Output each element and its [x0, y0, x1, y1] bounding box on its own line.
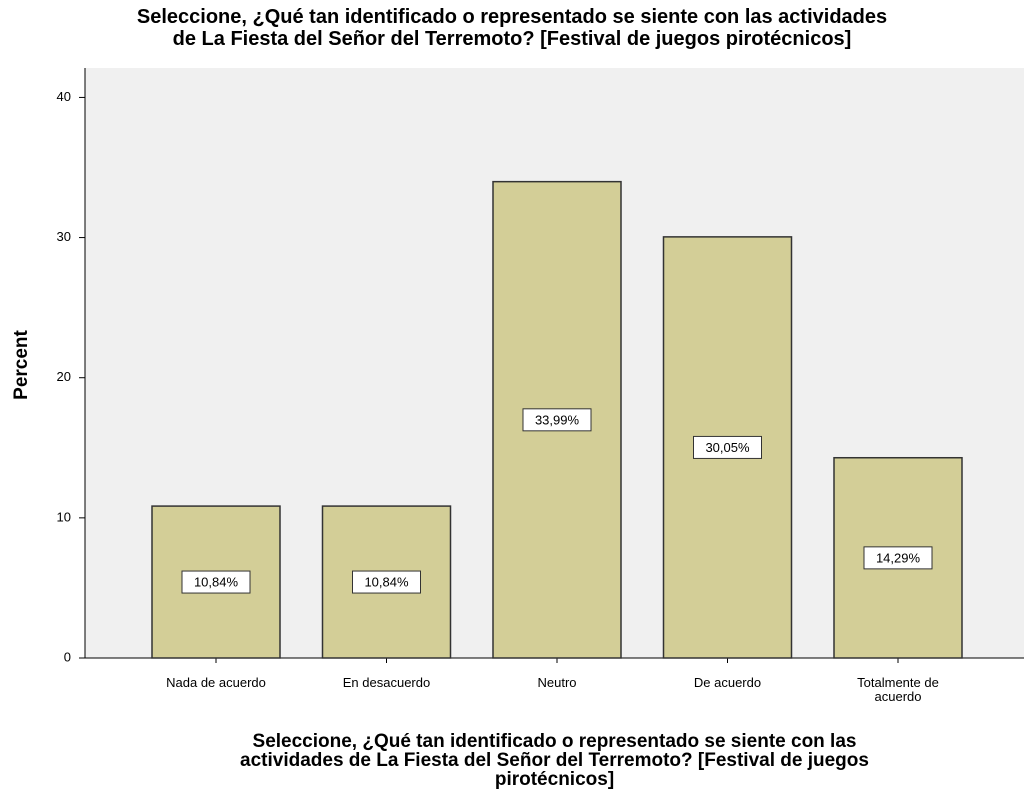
- y-axis-label: Percent: [11, 329, 32, 399]
- y-tick-label: 20: [57, 369, 71, 384]
- value-label-box: [352, 570, 421, 594]
- value-label-box: [693, 435, 762, 459]
- x-tick-label: De acuerdo: [693, 675, 762, 690]
- x-tick-label: Totalmente de acuerdo: [857, 675, 939, 704]
- value-label-box: [522, 408, 592, 432]
- x-tick-label: Neutro: [537, 675, 577, 690]
- x-axis-label: Seleccione, ¿Qué tan identificado o repr…: [252, 731, 857, 752]
- y-tick-label: 40: [57, 89, 71, 104]
- x-tick-label: En desacuerdo: [342, 675, 431, 690]
- value-label: 14,29%: [876, 550, 921, 565]
- value-label-box: [181, 570, 251, 594]
- x-axis-label: actividades de La Fiesta del Señor del T…: [240, 750, 869, 771]
- y-tick-label: 0: [64, 649, 71, 664]
- value-label: 10,84%: [194, 574, 239, 589]
- chart-title: Seleccione, ¿Qué tan identificado o repr…: [136, 6, 888, 28]
- x-axis-label: pirotécnicos]: [494, 769, 615, 790]
- x-tick-label: Nada de acuerdo: [166, 675, 266, 690]
- chart-title: de La Fiesta del Señor del Terremoto? [F…: [172, 28, 852, 50]
- y-tick-label: 10: [57, 509, 71, 524]
- y-tick-label: 30: [57, 229, 71, 244]
- value-label: 30,05%: [705, 440, 750, 455]
- value-label: 10,84%: [364, 574, 409, 589]
- value-label-box: [863, 546, 933, 570]
- value-label: 33,99%: [535, 412, 580, 427]
